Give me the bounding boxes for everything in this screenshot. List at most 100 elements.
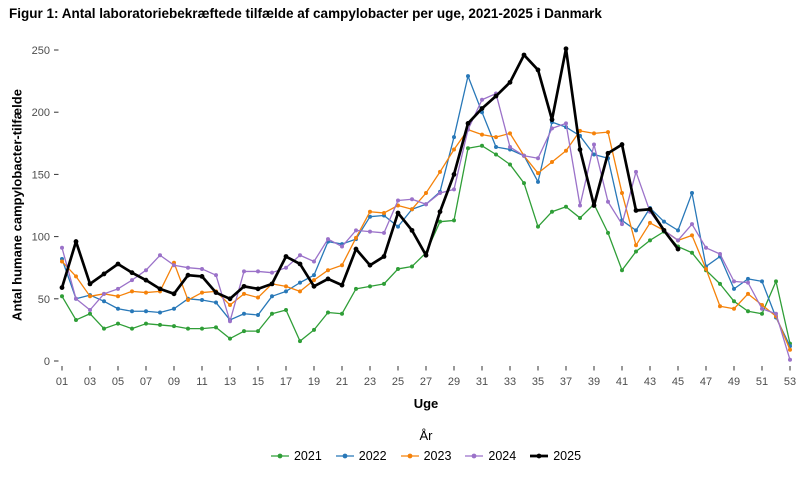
series-point-2024 (102, 291, 106, 296)
series-point-2024 (172, 263, 176, 268)
x-axis-tick-label: 29 (448, 376, 460, 388)
series-point-2022 (102, 299, 106, 304)
series-point-2024 (130, 278, 134, 283)
series-point-2024 (242, 269, 246, 274)
series-point-2023 (298, 289, 302, 294)
series-point-2022 (144, 309, 148, 314)
series-point-2024 (74, 296, 78, 301)
x-axis-tick-label: 31 (476, 376, 488, 388)
series-point-2025 (311, 283, 317, 289)
x-axis-tick-label: 53 (784, 376, 796, 388)
series-point-2025 (535, 67, 541, 73)
series-point-2025 (297, 261, 303, 267)
legend-row: 2021 2022 2023 2024 2025 (0, 449, 800, 463)
series-point-2023 (690, 233, 694, 238)
series-point-2021 (382, 281, 386, 286)
series-point-2022 (158, 310, 162, 315)
series-point-2023 (312, 278, 316, 283)
series-line-2022 (61, 75, 791, 347)
series-point-2022 (634, 228, 638, 233)
series-point-2021 (438, 219, 442, 224)
series-point-2025 (143, 277, 149, 283)
x-axis-tick-label: 19 (308, 376, 320, 388)
series-point-2025 (59, 285, 65, 291)
legend-item-2021: 2021 (270, 449, 322, 463)
series-point-2025 (367, 262, 373, 268)
series-point-2023 (256, 295, 260, 300)
series-point-2023 (186, 298, 190, 303)
series-point-2023 (340, 263, 344, 268)
series-line-2023 (61, 128, 791, 351)
series-point-2021 (774, 279, 778, 284)
series-point-2022 (536, 179, 540, 184)
series-point-2021 (690, 250, 694, 255)
y-axis-tick-label: 150 (32, 169, 50, 181)
series-point-2021 (172, 324, 176, 329)
series-point-2024 (774, 311, 778, 316)
x-axis-tick-label: 41 (616, 376, 628, 388)
series-point-2021 (60, 294, 64, 299)
series-point-2024 (438, 191, 442, 196)
series-point-2024 (704, 245, 708, 250)
x-axis-tick-label: 03 (84, 376, 96, 388)
series-point-2022 (242, 311, 246, 316)
legend-marker-2025 (530, 453, 549, 459)
series-point-2024 (270, 270, 274, 275)
series-point-2025 (423, 252, 429, 258)
x-axis-tick-label: 35 (532, 376, 544, 388)
y-axis-tick-label: 0 (44, 356, 50, 368)
series-point-2022 (312, 273, 316, 278)
legend-marker-2023 (400, 453, 419, 459)
series-point-2023 (368, 209, 372, 214)
series-line-2024 (61, 92, 791, 360)
series-point-2021 (298, 339, 302, 344)
series-point-2021 (732, 299, 736, 304)
series-point-2021 (508, 162, 512, 167)
series-point-2024 (228, 319, 232, 324)
y-axis-tick-label: 250 (32, 45, 50, 57)
series-point-2025 (619, 142, 625, 147)
series-point-2022 (494, 145, 498, 150)
series-point-2022 (214, 300, 218, 305)
series-point-2024 (564, 121, 568, 126)
series-point-2025 (479, 106, 485, 111)
series-point-2025 (507, 79, 513, 85)
series-point-2021 (116, 321, 120, 326)
x-axis-tick-label: 17 (280, 376, 292, 388)
series-point-2024 (354, 228, 358, 233)
series-point-2021 (186, 326, 190, 331)
series-point-2022 (270, 294, 274, 299)
series-point-2021 (200, 326, 204, 331)
series-point-2022 (396, 224, 400, 229)
series-point-2023 (452, 147, 456, 152)
series-point-2024 (186, 265, 190, 270)
series-point-2022 (690, 191, 694, 196)
series-point-2025 (675, 246, 681, 252)
series-point-2023 (382, 210, 386, 215)
series-point-2021 (396, 266, 400, 271)
series-point-2024 (144, 268, 148, 273)
series-point-2025 (395, 210, 401, 216)
series-point-2025 (409, 227, 415, 233)
y-axis-title: Antal humane campylobacter-tilfælde (9, 89, 25, 321)
x-axis-tick-label: 01 (56, 376, 68, 388)
legend-label-2021: 2021 (293, 449, 322, 463)
series-point-2022 (256, 312, 260, 317)
series-point-2021 (466, 146, 470, 151)
series-point-2021 (284, 307, 288, 312)
series-point-2021 (606, 230, 610, 235)
x-axis-tick-label: 25 (392, 376, 404, 388)
series-point-2023 (550, 159, 554, 164)
x-axis-tick-label: 47 (700, 376, 712, 388)
x-axis-tick-label: 45 (672, 376, 684, 388)
series-point-2023 (60, 259, 64, 264)
x-axis-tick-label: 11 (196, 376, 207, 388)
x-axis-tick-label: 09 (168, 376, 180, 388)
series-point-2025 (129, 270, 135, 276)
legend-item-2022: 2022 (335, 449, 387, 463)
series-point-2021 (648, 238, 652, 243)
series-point-2024 (788, 357, 792, 362)
series-point-2025 (213, 290, 219, 295)
x-axis-tick-label: 13 (224, 376, 236, 388)
